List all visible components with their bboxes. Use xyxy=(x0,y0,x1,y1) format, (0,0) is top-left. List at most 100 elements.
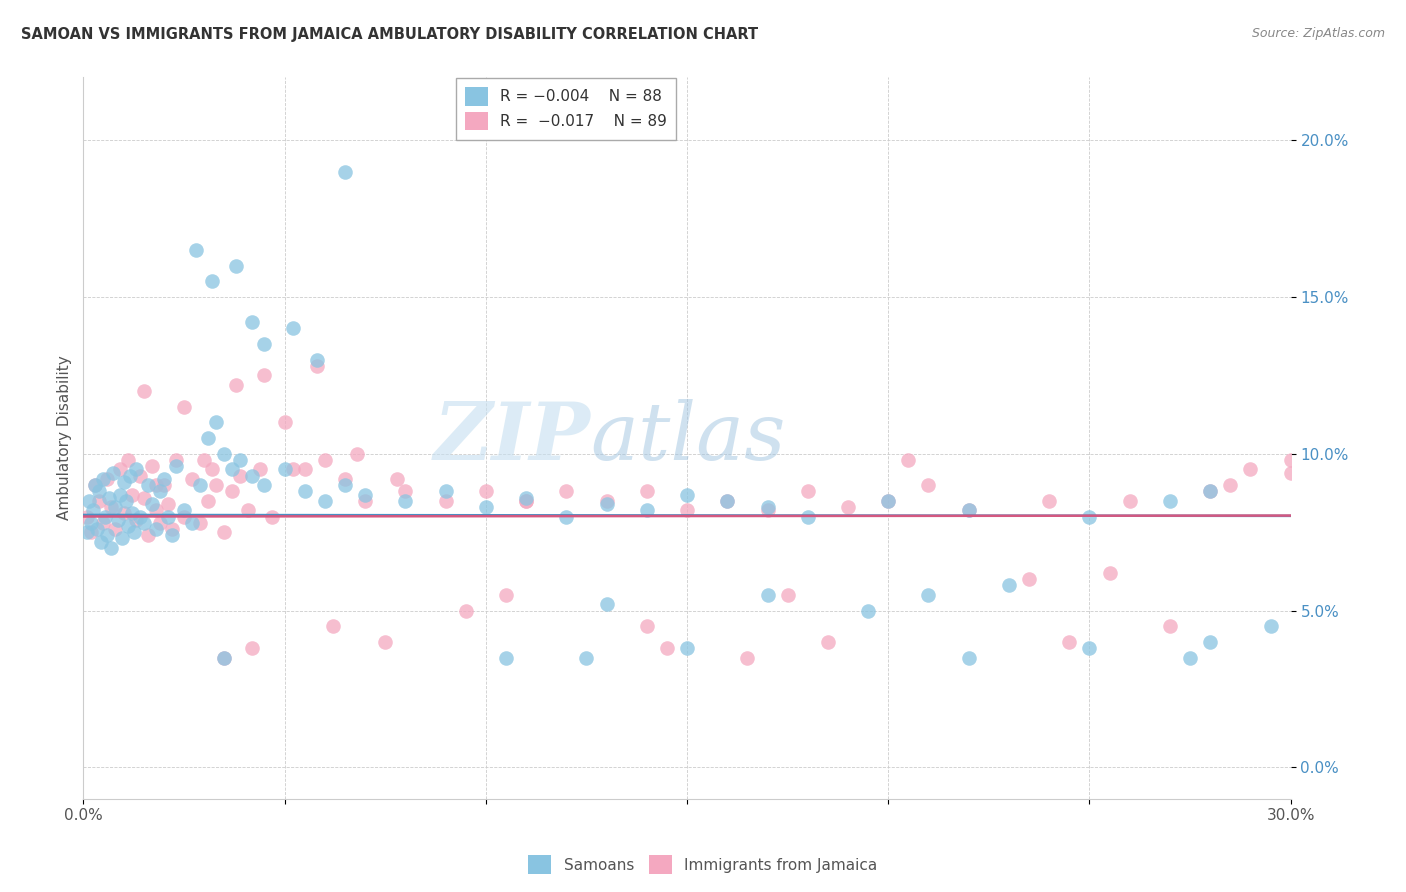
Text: SAMOAN VS IMMIGRANTS FROM JAMAICA AMBULATORY DISABILITY CORRELATION CHART: SAMOAN VS IMMIGRANTS FROM JAMAICA AMBULA… xyxy=(21,27,758,42)
Point xyxy=(141,497,163,511)
Point xyxy=(495,588,517,602)
Point xyxy=(957,503,980,517)
Point xyxy=(193,453,215,467)
Point xyxy=(132,384,155,398)
Point xyxy=(917,588,939,602)
Point xyxy=(197,431,219,445)
Point xyxy=(998,578,1021,592)
Point xyxy=(333,478,356,492)
Point xyxy=(98,491,121,505)
Point xyxy=(122,525,145,540)
Point xyxy=(181,472,204,486)
Point xyxy=(80,516,103,530)
Point xyxy=(273,416,295,430)
Point xyxy=(636,619,658,633)
Point xyxy=(957,503,980,517)
Point xyxy=(205,416,228,430)
Point xyxy=(240,641,263,656)
Point xyxy=(152,472,174,486)
Point xyxy=(197,493,219,508)
Point xyxy=(173,503,195,517)
Point xyxy=(837,500,859,514)
Point xyxy=(152,478,174,492)
Point xyxy=(454,604,477,618)
Point xyxy=(165,453,187,467)
Point xyxy=(575,650,598,665)
Point xyxy=(221,484,243,499)
Point xyxy=(877,493,900,508)
Point xyxy=(128,468,150,483)
Point xyxy=(1038,493,1060,508)
Point xyxy=(595,497,617,511)
Point xyxy=(294,462,316,476)
Point xyxy=(82,503,104,517)
Point xyxy=(104,500,127,514)
Point xyxy=(107,513,129,527)
Point xyxy=(117,519,139,533)
Point xyxy=(281,462,304,476)
Point xyxy=(96,472,118,486)
Text: Source: ZipAtlas.com: Source: ZipAtlas.com xyxy=(1251,27,1385,40)
Point xyxy=(100,500,122,514)
Point xyxy=(160,522,183,536)
Point xyxy=(636,484,658,499)
Point xyxy=(756,588,779,602)
Point xyxy=(515,493,537,508)
Point xyxy=(555,484,578,499)
Point xyxy=(253,478,276,492)
Point xyxy=(136,478,159,492)
Point xyxy=(1098,566,1121,580)
Point xyxy=(756,500,779,514)
Point xyxy=(240,315,263,329)
Point xyxy=(474,500,496,514)
Point xyxy=(676,641,699,656)
Point xyxy=(387,472,409,486)
Point xyxy=(156,497,179,511)
Point xyxy=(173,509,195,524)
Point xyxy=(394,484,416,499)
Point xyxy=(212,650,235,665)
Point xyxy=(145,522,167,536)
Point xyxy=(229,453,252,467)
Point xyxy=(333,472,356,486)
Point xyxy=(1199,484,1222,499)
Point xyxy=(188,516,211,530)
Point xyxy=(294,484,316,499)
Point xyxy=(555,509,578,524)
Point xyxy=(124,513,146,527)
Point xyxy=(817,635,839,649)
Point xyxy=(1260,619,1282,633)
Point xyxy=(128,509,150,524)
Point xyxy=(103,466,125,480)
Point xyxy=(181,516,204,530)
Point xyxy=(173,400,195,414)
Text: atlas: atlas xyxy=(591,400,786,477)
Point xyxy=(89,493,111,508)
Point xyxy=(333,164,356,178)
Point xyxy=(314,493,336,508)
Point xyxy=(132,516,155,530)
Point xyxy=(1119,493,1142,508)
Point xyxy=(957,650,980,665)
Point xyxy=(93,516,115,530)
Point xyxy=(165,459,187,474)
Point xyxy=(93,472,115,486)
Point xyxy=(253,337,276,351)
Point xyxy=(121,487,143,501)
Point xyxy=(112,507,135,521)
Point xyxy=(776,588,799,602)
Point xyxy=(145,503,167,517)
Point xyxy=(756,503,779,517)
Point xyxy=(89,484,111,499)
Point xyxy=(76,509,98,524)
Point xyxy=(94,509,117,524)
Point xyxy=(434,493,457,508)
Point xyxy=(121,507,143,521)
Point xyxy=(1199,484,1222,499)
Point xyxy=(205,478,228,492)
Point xyxy=(305,359,328,373)
Point xyxy=(188,478,211,492)
Point xyxy=(1178,650,1201,665)
Point xyxy=(184,243,207,257)
Point xyxy=(281,321,304,335)
